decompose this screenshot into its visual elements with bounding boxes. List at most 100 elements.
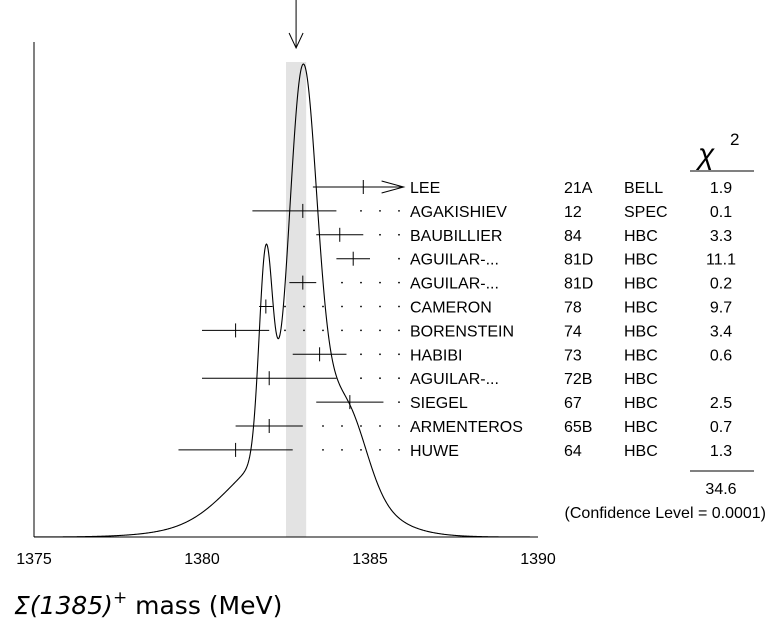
measurement-year: 81D (564, 252, 593, 269)
measurement-author: HUWE (410, 443, 459, 460)
measurement-technique: HBC (624, 276, 658, 293)
measurement-year: 12 (564, 204, 582, 221)
leader-dot (398, 233, 400, 236)
measurement-year: 21A (564, 180, 593, 197)
measurement-author: BORENSTEIN (410, 323, 514, 340)
measurement-technique: BELL (624, 180, 663, 197)
x-tick-label: 1385 (352, 551, 388, 568)
chi2-header: χ (695, 138, 715, 171)
measurement-technique: HBC (624, 443, 658, 460)
leader-dot (398, 353, 400, 356)
chi2-total: 34.6 (705, 481, 736, 498)
measurement-technique: SPEC (624, 204, 668, 221)
measurement-technique: HBC (624, 371, 658, 388)
leader-dot (322, 329, 324, 332)
leader-dot (360, 281, 362, 284)
leader-dot (398, 449, 400, 451)
leader-dot (322, 449, 324, 451)
measurement-chi2: 0.2 (710, 276, 732, 293)
measurement-author: AGUILAR-... (410, 371, 499, 388)
average-arrow-head (288, 32, 304, 50)
leader-dot (360, 425, 362, 427)
measurement-year: 64 (564, 443, 582, 460)
leader-dot (341, 305, 343, 308)
measurement-technique: HBC (624, 323, 658, 340)
measurement-chi2: 0.1 (710, 204, 732, 221)
measurement-year: 74 (564, 323, 582, 340)
measurement-chi2: 3.3 (710, 228, 732, 245)
x-axis-title: Σ(1385)+ mass (MeV) (14, 588, 283, 620)
leader-dot (398, 305, 400, 308)
measurement-chi2: 0.6 (710, 347, 732, 364)
leader-dot (379, 377, 381, 380)
leader-dot (341, 281, 343, 284)
leader-dot (379, 329, 381, 332)
leader-dot (398, 401, 400, 403)
leader-dot (360, 329, 362, 332)
leader-dot (379, 305, 381, 308)
leader-dot (379, 233, 381, 236)
measurement-chi2: 1.3 (710, 443, 732, 460)
leader-dot (341, 329, 343, 332)
leader-dot (398, 257, 400, 260)
measurement-year: 81D (564, 276, 593, 293)
measurement-author: AGUILAR-... (410, 276, 499, 293)
leader-dot (360, 449, 362, 451)
leader-dot (398, 281, 400, 284)
measurement-chi2: 9.7 (710, 300, 732, 317)
measurement-chi2: 3.4 (710, 323, 732, 340)
measurement-technique: HBC (624, 347, 658, 364)
measurement-technique: HBC (624, 419, 658, 436)
measurement-year: 67 (564, 395, 582, 412)
measurement-year: 78 (564, 300, 582, 317)
leader-dot (360, 377, 362, 380)
leader-dot (360, 210, 362, 212)
measurement-year: 73 (564, 347, 582, 364)
leader-dot (360, 305, 362, 308)
measurement-chi2: 2.5 (710, 395, 732, 412)
measurement-author: HABIBI (410, 347, 462, 364)
measurement-author: AGAKISHIEV (410, 204, 507, 221)
x-tick-label: 1380 (184, 551, 220, 568)
leader-dot (398, 329, 400, 332)
chi2-power: 2 (730, 130, 739, 149)
leader-dot (398, 210, 400, 212)
confidence-level: (Confidence Level = 0.0001) (565, 505, 766, 522)
leader-dot (322, 305, 324, 308)
measurement-author: CAMERON (410, 300, 492, 317)
measurement-author: LEE (410, 180, 440, 197)
measurement-chi2: 0.7 (710, 419, 732, 436)
leader-dot (341, 425, 343, 427)
measurement-author: SIEGEL (410, 395, 468, 412)
leader-dot (341, 449, 343, 451)
leader-dot (398, 377, 400, 380)
measurement-year: 65B (564, 419, 592, 436)
leader-dot (379, 281, 381, 284)
measurement-technique: HBC (624, 252, 658, 269)
leader-dot (360, 353, 362, 356)
measurement-author: ARMENTEROS (410, 419, 523, 436)
measurement-author: AGUILAR-... (410, 252, 499, 269)
measurement-technique: HBC (624, 395, 658, 412)
measurement-year: 84 (564, 228, 582, 245)
leader-dot (303, 305, 305, 308)
measurement-chi2: 1.9 (710, 180, 732, 197)
x-tick-label: 1390 (520, 551, 556, 568)
measurement-chi2: 11.1 (706, 252, 736, 269)
measurement-technique: HBC (624, 228, 658, 245)
leader-dot (398, 425, 400, 427)
error-bar-arrow (381, 180, 406, 194)
measurement-year: 72B (564, 371, 592, 388)
leader-dot (379, 449, 381, 451)
leader-dot (379, 210, 381, 212)
ideogram-curve (34, 63, 538, 538)
leader-dot (379, 425, 381, 427)
leader-dot (379, 353, 381, 356)
measurement-technique: HBC (624, 300, 658, 317)
leader-dot (303, 329, 305, 332)
leader-dot (284, 329, 286, 332)
x-tick-label: 1375 (16, 551, 52, 568)
average-error-band (286, 62, 307, 537)
leader-dot (322, 425, 324, 427)
